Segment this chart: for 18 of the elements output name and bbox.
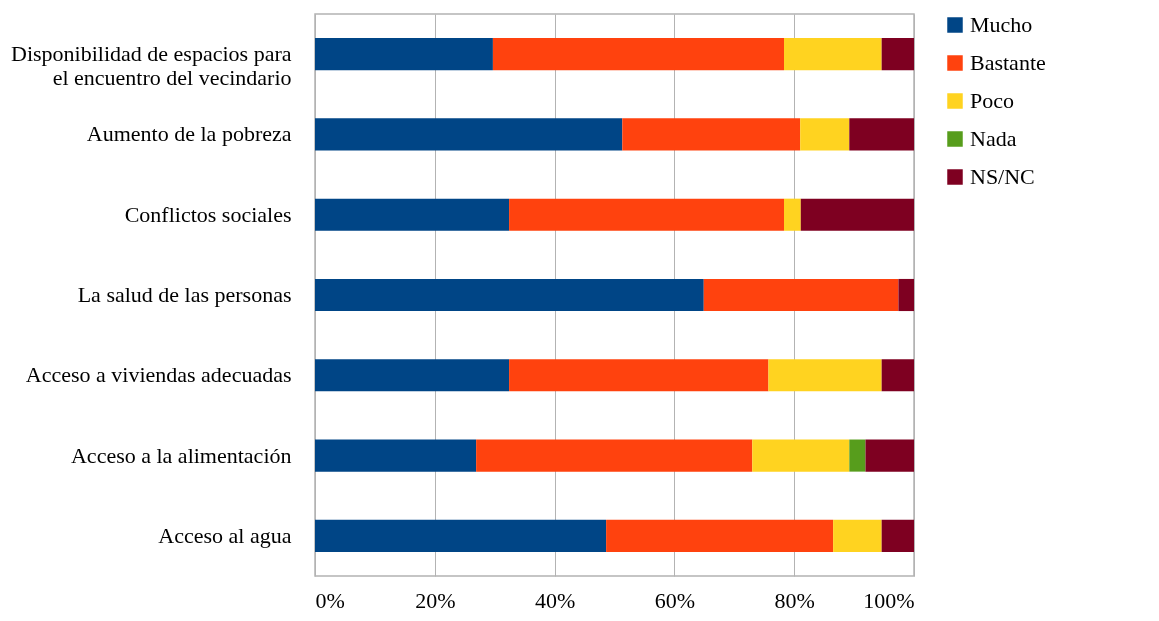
legend-label: Bastante (970, 50, 1046, 75)
x-tick-label: 20% (415, 587, 456, 613)
legend-label: Nada (970, 126, 1017, 151)
x-tick-label: 100% (863, 587, 915, 613)
y-tick-label: La salud de las personas (77, 282, 292, 307)
x-tick-label: 40% (534, 587, 576, 613)
y-tick-label: Acceso a la alimentación (70, 442, 292, 468)
y-tick-label: Aumento de la pobreza (86, 121, 292, 147)
y-tick-label: Acceso a viviendas adecuadas (25, 362, 292, 388)
x-tick-label: 0% (315, 587, 345, 613)
legend-label: NS/NC (970, 164, 1035, 189)
legend-label: Poco (970, 88, 1014, 113)
y-tick-label: Conflictos sociales (124, 201, 292, 227)
x-tick-label: 60% (654, 587, 696, 613)
y-tick-label: Disponibilidad de espacios para el encuentro del vecindario (11, 41, 292, 91)
legend-label: Mucho (970, 12, 1033, 37)
x-tick-label: 80% (774, 587, 815, 613)
y-tick-label: Acceso al agua (158, 522, 292, 548)
